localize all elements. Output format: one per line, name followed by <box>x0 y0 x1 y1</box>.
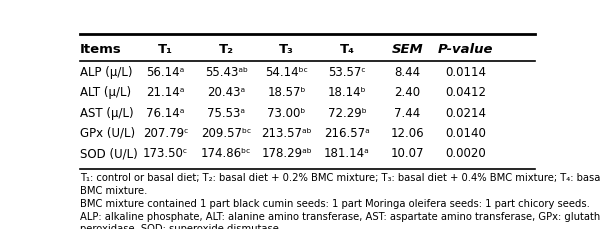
Text: T₄: T₄ <box>340 43 355 56</box>
Text: 209.57ᵇᶜ: 209.57ᵇᶜ <box>201 127 251 140</box>
Text: 55.43ᵃᵇ: 55.43ᵃᵇ <box>205 66 248 79</box>
Text: 8.44: 8.44 <box>394 66 421 79</box>
Text: 0.0412: 0.0412 <box>445 86 486 99</box>
Text: 0.0140: 0.0140 <box>445 127 486 140</box>
Text: 10.07: 10.07 <box>391 147 424 160</box>
Text: 53.57ᶜ: 53.57ᶜ <box>328 66 366 79</box>
Text: 0.0114: 0.0114 <box>445 66 486 79</box>
Text: T₂: T₂ <box>218 43 233 56</box>
Text: BMC mixture.: BMC mixture. <box>80 186 147 196</box>
Text: 18.14ᵇ: 18.14ᵇ <box>328 86 367 99</box>
Text: AST (µ/L): AST (µ/L) <box>80 106 133 120</box>
Text: 0.0020: 0.0020 <box>445 147 486 160</box>
Text: peroxidase, SOD: superoxide dismutase: peroxidase, SOD: superoxide dismutase <box>80 224 278 229</box>
Text: SOD (U/L): SOD (U/L) <box>80 147 137 160</box>
Text: P-value: P-value <box>438 43 493 56</box>
Text: GPx (U/L): GPx (U/L) <box>80 127 135 140</box>
Text: 20.43ᵃ: 20.43ᵃ <box>207 86 245 99</box>
Text: 12.06: 12.06 <box>391 127 424 140</box>
Text: 56.14ᵃ: 56.14ᵃ <box>146 66 185 79</box>
Text: Items: Items <box>80 43 121 56</box>
Text: 173.50ᶜ: 173.50ᶜ <box>143 147 188 160</box>
Text: 178.29ᵃᵇ: 178.29ᵃᵇ <box>261 147 312 160</box>
Text: 21.14ᵃ: 21.14ᵃ <box>146 86 185 99</box>
Text: ALP: alkaline phosphate, ALT: alanine amino transferase, AST: aspartate amino tr: ALP: alkaline phosphate, ALT: alanine am… <box>80 212 600 222</box>
Text: 75.53ᵃ: 75.53ᵃ <box>207 106 245 120</box>
Text: 72.29ᵇ: 72.29ᵇ <box>328 106 367 120</box>
Text: 54.14ᵇᶜ: 54.14ᵇᶜ <box>265 66 308 79</box>
Text: 7.44: 7.44 <box>394 106 421 120</box>
Text: 181.14ᵃ: 181.14ᵃ <box>324 147 370 160</box>
Text: 216.57ᵃ: 216.57ᵃ <box>324 127 370 140</box>
Text: 2.40: 2.40 <box>394 86 421 99</box>
Text: ALP (µ/L): ALP (µ/L) <box>80 66 132 79</box>
Text: 76.14ᵃ: 76.14ᵃ <box>146 106 185 120</box>
Text: 207.79ᶜ: 207.79ᶜ <box>143 127 188 140</box>
Text: ALT (µ/L): ALT (µ/L) <box>80 86 131 99</box>
Text: 73.00ᵇ: 73.00ᵇ <box>268 106 306 120</box>
Text: 213.57ᵃᵇ: 213.57ᵃᵇ <box>261 127 312 140</box>
Text: T₃: T₃ <box>279 43 294 56</box>
Text: BMC mixture contained 1 part black cumin seeds: 1 part Moringa oleifera seeds: 1: BMC mixture contained 1 part black cumin… <box>80 199 590 209</box>
Text: T₁: control or basal diet; T₂: basal diet + 0.2% BMC mixture; T₃: basal diet + 0: T₁: control or basal diet; T₂: basal die… <box>80 173 600 183</box>
Text: T₁: T₁ <box>158 43 173 56</box>
Text: 174.86ᵇᶜ: 174.86ᵇᶜ <box>201 147 251 160</box>
Text: 0.0214: 0.0214 <box>445 106 486 120</box>
Text: 18.57ᵇ: 18.57ᵇ <box>268 86 306 99</box>
Text: SEM: SEM <box>392 43 423 56</box>
